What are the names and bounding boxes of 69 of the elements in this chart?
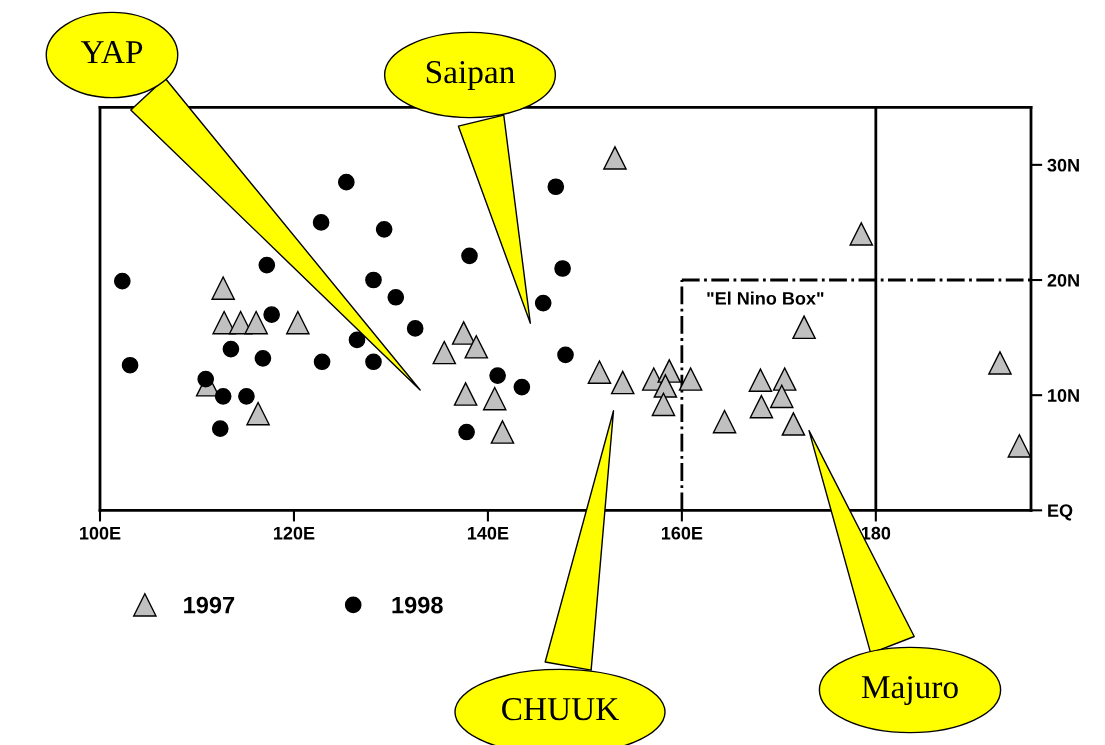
y-tick-label: 10N [1048,389,1079,402]
point [603,146,627,170]
point [211,276,235,300]
point [258,256,276,274]
point [375,221,393,238]
point [1007,434,1032,458]
point [678,367,703,391]
point [489,367,506,384]
point [653,374,678,398]
point [554,260,571,277]
point [244,310,268,335]
x-tick-label: 100E [80,526,121,540]
point [610,370,635,395]
x-tick-label: 180 [861,526,891,540]
point [749,394,774,419]
point [313,353,331,371]
point [490,420,515,444]
point [286,310,310,335]
text: Majuro [861,675,958,706]
legend-label: 1997 [184,596,235,614]
point [712,409,737,434]
point [211,420,229,437]
point [769,384,794,409]
point [513,378,531,396]
text: CHUUK [502,697,619,721]
point [451,321,476,345]
point [121,356,139,374]
point [337,173,355,191]
point [458,423,475,441]
x-tick-label: 160E [661,526,703,540]
point [557,346,574,364]
point [792,315,816,340]
point [113,272,131,290]
text: Saipan [426,60,515,91]
point [781,412,806,436]
point [254,349,272,367]
point [534,294,552,312]
point [365,353,382,371]
point [246,401,270,426]
point [453,382,478,406]
point [461,247,478,265]
point [238,387,255,405]
legend-label: 1998 [392,596,443,614]
x-tick-label: 120E [274,526,315,540]
point [988,351,1012,375]
point [387,288,405,306]
point [406,320,424,337]
point [651,392,676,417]
point [312,214,330,231]
point [197,370,215,388]
point [263,306,280,323]
text: YAP [80,41,143,64]
point [849,222,874,246]
point [432,340,457,365]
point [214,387,232,405]
point [587,360,612,384]
point [365,271,382,289]
point [222,340,240,358]
y-tick-label: EQ [1048,504,1073,521]
point [464,334,489,359]
point [748,368,773,393]
ref-line-label: "El Nino Box" [707,291,824,305]
point [348,331,366,349]
point [772,367,797,391]
x-tick-label: 140E [467,526,509,540]
point [547,178,565,196]
point [482,386,507,411]
y-tick-label: 30N [1047,158,1079,172]
y-tick-label: 20N [1047,273,1079,287]
